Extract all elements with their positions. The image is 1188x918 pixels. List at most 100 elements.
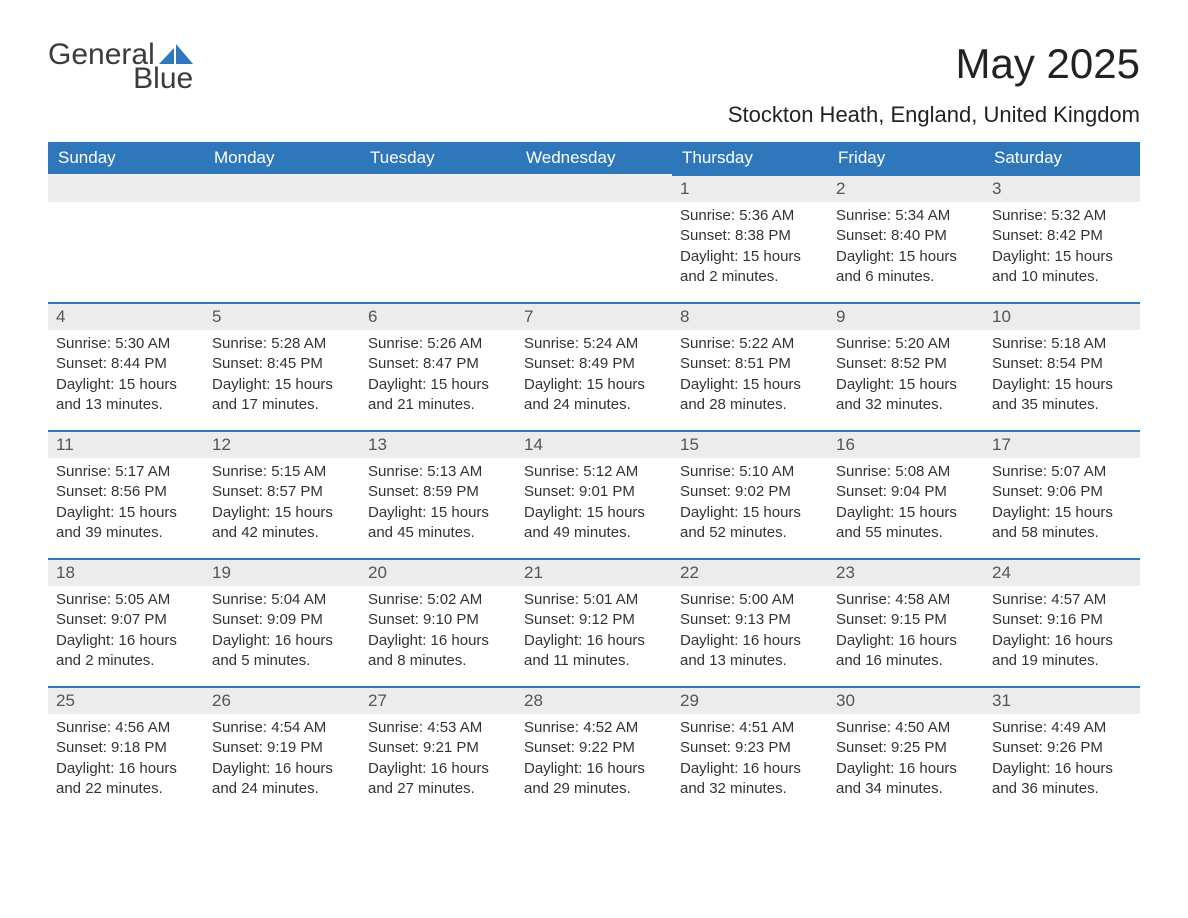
day-number: [48, 174, 204, 202]
day-body: Sunrise: 4:58 AMSunset: 9:15 PMDaylight:…: [828, 586, 984, 679]
calendar-day-cell: 1Sunrise: 5:36 AMSunset: 8:38 PMDaylight…: [672, 174, 828, 302]
sunrise-line: Sunrise: 5:26 AM: [368, 334, 508, 354]
day-body: Sunrise: 5:15 AMSunset: 8:57 PMDaylight:…: [204, 458, 360, 551]
day-body: Sunrise: 5:02 AMSunset: 9:10 PMDaylight:…: [360, 586, 516, 679]
daylight-line-1: Daylight: 16 hours: [368, 631, 508, 651]
daylight-line-1: Daylight: 16 hours: [680, 631, 820, 651]
sunrise-line: Sunrise: 5:36 AM: [680, 206, 820, 226]
sunrise-line: Sunrise: 5:34 AM: [836, 206, 976, 226]
daylight-line-1: Daylight: 16 hours: [836, 631, 976, 651]
daylight-line-1: Daylight: 16 hours: [992, 631, 1132, 651]
daylight-line-1: Daylight: 16 hours: [836, 759, 976, 779]
sunrise-line: Sunrise: 5:01 AM: [524, 590, 664, 610]
daylight-line-1: Daylight: 15 hours: [56, 503, 196, 523]
daylight-line-2: and 22 minutes.: [56, 779, 196, 799]
daylight-line-2: and 34 minutes.: [836, 779, 976, 799]
calendar-day-cell: 11Sunrise: 5:17 AMSunset: 8:56 PMDayligh…: [48, 430, 204, 558]
calendar-day-cell: 4Sunrise: 5:30 AMSunset: 8:44 PMDaylight…: [48, 302, 204, 430]
day-number: 29: [672, 686, 828, 714]
calendar-week-row: 18Sunrise: 5:05 AMSunset: 9:07 PMDayligh…: [48, 558, 1140, 686]
daylight-line-2: and 11 minutes.: [524, 651, 664, 671]
sunset-line: Sunset: 9:21 PM: [368, 738, 508, 758]
calendar-day-cell: 20Sunrise: 5:02 AMSunset: 9:10 PMDayligh…: [360, 558, 516, 686]
sunrise-line: Sunrise: 5:24 AM: [524, 334, 664, 354]
calendar-day-cell: 31Sunrise: 4:49 AMSunset: 9:26 PMDayligh…: [984, 686, 1140, 814]
day-number: 3: [984, 174, 1140, 202]
day-number: 17: [984, 430, 1140, 458]
sunset-line: Sunset: 8:52 PM: [836, 354, 976, 374]
daylight-line-2: and 10 minutes.: [992, 267, 1132, 287]
day-number: 30: [828, 686, 984, 714]
day-number: 27: [360, 686, 516, 714]
weekday-header-row: SundayMondayTuesdayWednesdayThursdayFrid…: [48, 142, 1140, 174]
weekday-header: Monday: [204, 142, 360, 174]
daylight-line-2: and 21 minutes.: [368, 395, 508, 415]
calendar-day-cell: 19Sunrise: 5:04 AMSunset: 9:09 PMDayligh…: [204, 558, 360, 686]
sunset-line: Sunset: 9:23 PM: [680, 738, 820, 758]
daylight-line-1: Daylight: 15 hours: [836, 247, 976, 267]
sunset-line: Sunset: 8:42 PM: [992, 226, 1132, 246]
day-number: 15: [672, 430, 828, 458]
calendar-week-row: 11Sunrise: 5:17 AMSunset: 8:56 PMDayligh…: [48, 430, 1140, 558]
daylight-line-2: and 24 minutes.: [212, 779, 352, 799]
weekday-header: Wednesday: [516, 142, 672, 174]
day-number: 18: [48, 558, 204, 586]
day-body: Sunrise: 5:28 AMSunset: 8:45 PMDaylight:…: [204, 330, 360, 423]
sunrise-line: Sunrise: 4:54 AM: [212, 718, 352, 738]
day-number: 23: [828, 558, 984, 586]
location-subtitle: Stockton Heath, England, United Kingdom: [48, 102, 1140, 128]
calendar-week-row: 4Sunrise: 5:30 AMSunset: 8:44 PMDaylight…: [48, 302, 1140, 430]
calendar-table: SundayMondayTuesdayWednesdayThursdayFrid…: [48, 142, 1140, 814]
calendar-day-cell: [516, 174, 672, 302]
daylight-line-1: Daylight: 15 hours: [836, 375, 976, 395]
calendar-day-cell: 10Sunrise: 5:18 AMSunset: 8:54 PMDayligh…: [984, 302, 1140, 430]
sunset-line: Sunset: 8:51 PM: [680, 354, 820, 374]
sunset-line: Sunset: 9:26 PM: [992, 738, 1132, 758]
sunrise-line: Sunrise: 4:56 AM: [56, 718, 196, 738]
day-number: 6: [360, 302, 516, 330]
header: General Blue May 2025: [48, 40, 1140, 94]
daylight-line-1: Daylight: 16 hours: [212, 631, 352, 651]
daylight-line-2: and 13 minutes.: [56, 395, 196, 415]
sunset-line: Sunset: 9:13 PM: [680, 610, 820, 630]
sunrise-line: Sunrise: 5:32 AM: [992, 206, 1132, 226]
daylight-line-2: and 49 minutes.: [524, 523, 664, 543]
daylight-line-2: and 32 minutes.: [680, 779, 820, 799]
daylight-line-2: and 58 minutes.: [992, 523, 1132, 543]
day-body: [360, 202, 516, 214]
sunrise-line: Sunrise: 5:12 AM: [524, 462, 664, 482]
sunset-line: Sunset: 9:15 PM: [836, 610, 976, 630]
daylight-line-1: Daylight: 16 hours: [56, 631, 196, 651]
calendar-day-cell: 28Sunrise: 4:52 AMSunset: 9:22 PMDayligh…: [516, 686, 672, 814]
daylight-line-1: Daylight: 16 hours: [56, 759, 196, 779]
daylight-line-2: and 24 minutes.: [524, 395, 664, 415]
day-number: 24: [984, 558, 1140, 586]
sunrise-line: Sunrise: 5:00 AM: [680, 590, 820, 610]
day-number: 4: [48, 302, 204, 330]
calendar-day-cell: 26Sunrise: 4:54 AMSunset: 9:19 PMDayligh…: [204, 686, 360, 814]
sunset-line: Sunset: 8:49 PM: [524, 354, 664, 374]
weekday-header: Friday: [828, 142, 984, 174]
daylight-line-1: Daylight: 15 hours: [212, 375, 352, 395]
sunrise-line: Sunrise: 5:18 AM: [992, 334, 1132, 354]
sunrise-line: Sunrise: 5:28 AM: [212, 334, 352, 354]
day-number: 26: [204, 686, 360, 714]
sunset-line: Sunset: 9:04 PM: [836, 482, 976, 502]
day-body: Sunrise: 4:51 AMSunset: 9:23 PMDaylight:…: [672, 714, 828, 807]
day-number: 1: [672, 174, 828, 202]
sunrise-line: Sunrise: 4:57 AM: [992, 590, 1132, 610]
sunrise-line: Sunrise: 4:52 AM: [524, 718, 664, 738]
sunset-line: Sunset: 8:45 PM: [212, 354, 352, 374]
calendar-day-cell: 22Sunrise: 5:00 AMSunset: 9:13 PMDayligh…: [672, 558, 828, 686]
day-number: 5: [204, 302, 360, 330]
daylight-line-2: and 16 minutes.: [836, 651, 976, 671]
day-body: Sunrise: 5:18 AMSunset: 8:54 PMDaylight:…: [984, 330, 1140, 423]
brand-logo: General Blue: [48, 40, 193, 94]
day-body: Sunrise: 5:12 AMSunset: 9:01 PMDaylight:…: [516, 458, 672, 551]
calendar-day-cell: 9Sunrise: 5:20 AMSunset: 8:52 PMDaylight…: [828, 302, 984, 430]
day-number: 20: [360, 558, 516, 586]
sunset-line: Sunset: 8:38 PM: [680, 226, 820, 246]
calendar-day-cell: 14Sunrise: 5:12 AMSunset: 9:01 PMDayligh…: [516, 430, 672, 558]
sunrise-line: Sunrise: 5:05 AM: [56, 590, 196, 610]
daylight-line-1: Daylight: 15 hours: [836, 503, 976, 523]
